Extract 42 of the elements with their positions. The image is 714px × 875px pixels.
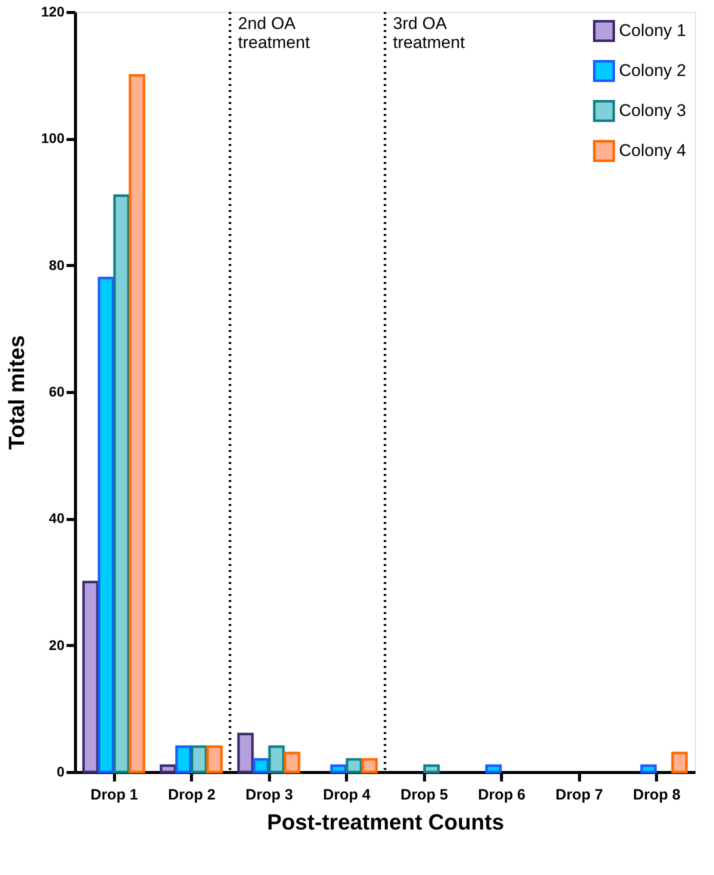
x-tick-label: Drop 2 <box>168 786 216 804</box>
bar <box>423 764 440 774</box>
annotation: 3rd OA treatment <box>393 14 466 52</box>
y-tick-label: 60 <box>48 384 65 400</box>
y-tick-label: 80 <box>48 256 65 273</box>
legend-label: Colony 4 <box>619 141 686 160</box>
y-tick-label: 120 <box>41 4 65 20</box>
bar <box>82 580 99 774</box>
x-tick-label: Drop 3 <box>245 786 294 804</box>
bar <box>485 764 502 774</box>
x-tick-label: Drop 4 <box>322 786 372 804</box>
bar <box>160 764 176 774</box>
bar <box>128 74 146 774</box>
bar <box>206 745 223 774</box>
legend-label: Colony 1 <box>619 21 686 40</box>
bar <box>640 764 657 774</box>
bar <box>98 276 114 774</box>
x-tick-label: Drop 8 <box>632 786 681 804</box>
x-axis-title: Post-treatment Counts <box>266 810 504 834</box>
bar <box>671 752 688 774</box>
bar <box>330 764 347 774</box>
bar <box>237 732 254 774</box>
x-tick-label: Drop 6 <box>478 786 526 804</box>
annotation: 2nd OA treatment <box>238 14 310 52</box>
y-axis-title: Total mites <box>4 335 30 450</box>
bar <box>113 194 130 774</box>
bar <box>252 758 270 774</box>
y-tick-label: 100 <box>41 130 65 146</box>
legend-label: Colony 2 <box>619 61 686 80</box>
bar <box>346 758 362 774</box>
bar <box>175 745 192 774</box>
bar <box>284 752 300 774</box>
bar <box>361 758 378 774</box>
y-tick-label: 40 <box>48 510 65 526</box>
bar <box>190 745 208 774</box>
x-tick-label: Drop 5 <box>400 786 448 804</box>
y-tick-label: 0 <box>56 764 65 780</box>
y-tick-label: 20 <box>48 636 65 653</box>
legend-label: Colony 3 <box>619 101 686 120</box>
x-tick-label: Drop 7 <box>555 786 604 804</box>
x-tick-label: Drop 1 <box>90 786 138 804</box>
bar <box>268 745 285 774</box>
